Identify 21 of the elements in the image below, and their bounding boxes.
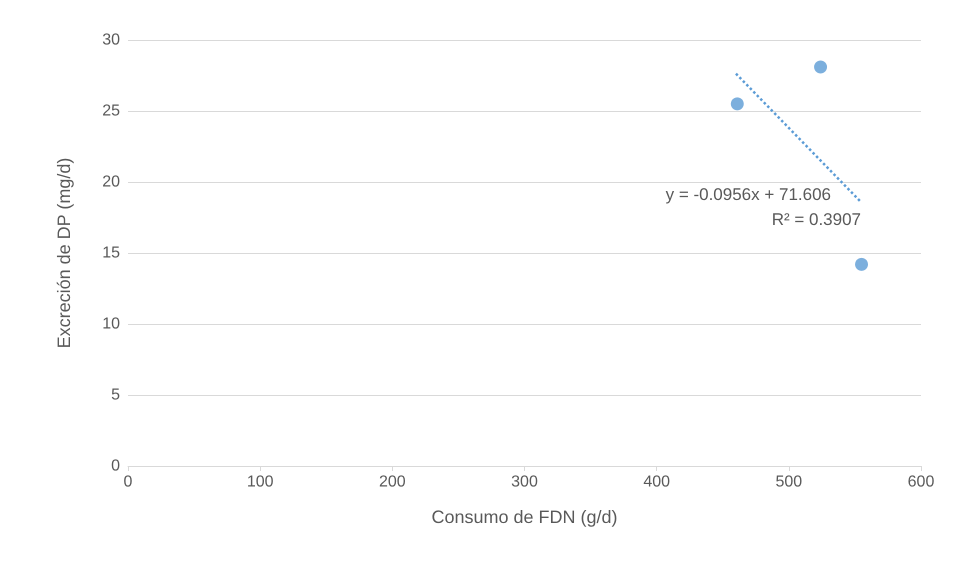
- x-tick-label: 600: [908, 474, 934, 490]
- point: [730, 97, 744, 110]
- y-tick-label: 25: [102, 102, 120, 120]
- y-tick-label: 0: [111, 458, 120, 474]
- x-tick-label: 500: [775, 474, 802, 490]
- point: [814, 60, 828, 74]
- x-tick-label: 300: [511, 474, 538, 490]
- x-tick-label: 200: [378, 474, 406, 490]
- x-axis-title: Consumo de FDN (g/d): [431, 507, 618, 527]
- y-tick-label: 15: [102, 244, 120, 262]
- point: [855, 258, 868, 271]
- y-axis-title: Excreción de DP (mg/d): [54, 158, 74, 348]
- x-tick-label: 100: [246, 474, 274, 490]
- annotation: R² = 0.3907: [772, 210, 862, 229]
- y-tick-label: 5: [111, 386, 120, 404]
- x-tick-label: 400: [643, 474, 670, 490]
- annotation: y = -0.0956x + 71.606: [666, 185, 832, 204]
- y-tick-label: 20: [102, 174, 120, 190]
- y-tick-label: 10: [102, 316, 120, 332]
- x-tick-label: 0: [124, 474, 133, 490]
- y-tick-label: 30: [102, 32, 120, 48]
